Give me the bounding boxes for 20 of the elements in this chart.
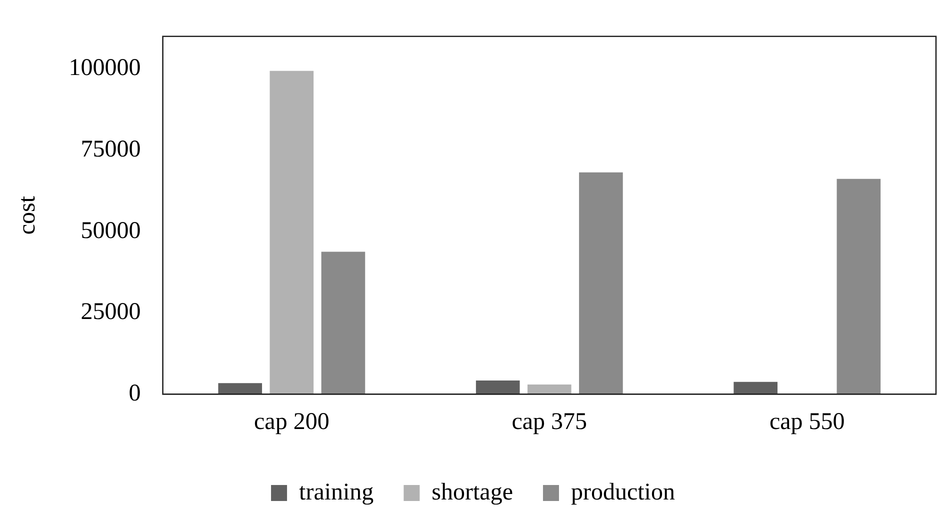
legend-label: shortage <box>432 479 513 506</box>
bar <box>836 178 881 394</box>
legend-label: production <box>570 479 675 506</box>
bar <box>527 384 572 394</box>
x-tick-label: cap 375 <box>512 408 588 435</box>
bar <box>476 380 520 394</box>
y-tick-label: 0 <box>128 380 141 406</box>
y-tick-label: 75000 <box>80 136 141 163</box>
bar <box>579 172 623 394</box>
y-tick-label: 100000 <box>68 55 141 82</box>
legend-label: training <box>299 479 374 506</box>
x-tick-label: cap 200 <box>254 408 330 435</box>
x-tick-label: cap 550 <box>769 408 845 435</box>
y-axis-title: cost <box>14 196 41 235</box>
y-tick-label: 50000 <box>80 218 141 244</box>
bar <box>270 70 314 394</box>
bar <box>218 383 262 394</box>
bar <box>734 382 778 394</box>
bar <box>321 252 366 394</box>
y-tick-label: 25000 <box>80 299 141 326</box>
